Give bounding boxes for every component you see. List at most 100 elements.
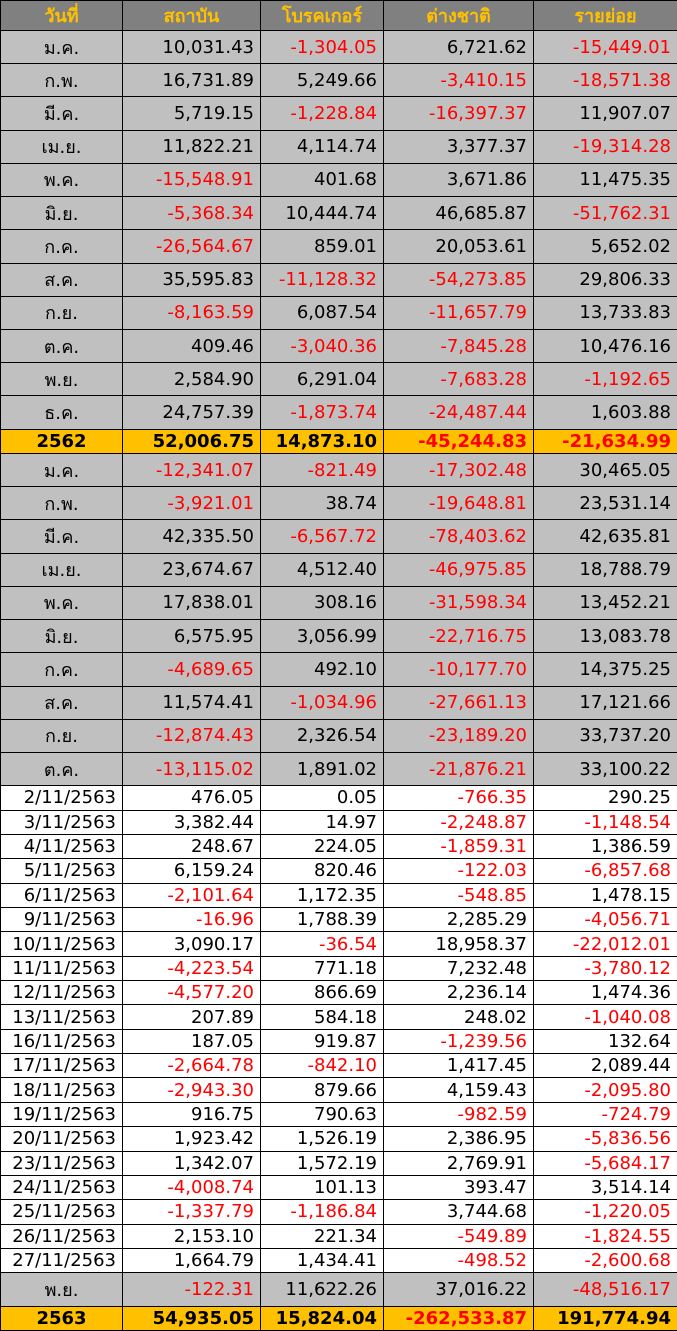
- value-cell: 409.46: [122, 328, 261, 364]
- value-cell: -548.85: [383, 882, 534, 908]
- value-cell: 101.13: [260, 1174, 384, 1201]
- value-cell: -4,577.20: [122, 980, 261, 1006]
- table-row: มิ.ย. 6,575.95 3,056.99 -22,716.75 13,083.78: [0, 619, 677, 654]
- value-cell: 584.18: [260, 1004, 384, 1030]
- header-cell: สถาบัน: [122, 0, 261, 31]
- value-cell: -1,304.05: [260, 29, 384, 65]
- table-row: 25/11/2563 -1,337.79 -1,186.84 3,744.68 -1,2…: [0, 1199, 677, 1225]
- period-cell: 10/11/2563: [0, 931, 123, 957]
- period-cell: เม.ย.: [0, 552, 123, 587]
- table-row: 6/11/2563 -2,101.64 1,172.35 -548.85 1,478.1…: [0, 882, 677, 908]
- table-row: 23/11/2563 1,342.07 1,572.19 2,769.91 -5,684…: [0, 1150, 677, 1176]
- table-row: 2/11/2563 476.05 0.05 -766.35 290.25: [0, 785, 677, 811]
- table-row: ม.ค. 10,031.43 -1,304.05 6,721.62 -15,449.01: [0, 29, 677, 65]
- table-row: 10/11/2563 3,090.17 -36.54 18,958.37 -22,012…: [0, 931, 677, 957]
- value-cell: -3,780.12: [533, 955, 677, 982]
- value-cell: 4,114.74: [260, 129, 384, 164]
- value-cell: -15,548.91: [122, 162, 261, 198]
- table-row: มี.ค. 5,719.15 -1,228.84 -16,397.37 11,907.0…: [0, 96, 677, 131]
- value-cell: 42,635.81: [533, 519, 677, 554]
- value-cell: -498.52: [383, 1247, 534, 1274]
- value-cell: -1,186.84: [260, 1199, 384, 1225]
- value-cell: -5,836.56: [533, 1126, 677, 1152]
- period-cell: 24/11/2563: [0, 1174, 123, 1201]
- value-cell: 132.64: [533, 1028, 677, 1055]
- value-cell: -27,661.13: [383, 685, 534, 720]
- value-cell: 1,478.15: [533, 882, 677, 908]
- value-cell: -4,056.71: [533, 906, 677, 933]
- value-cell: 24,757.39: [122, 395, 261, 430]
- table-row: 18/11/2563 -2,943.30 879.66 4,159.43 -2,095.…: [0, 1077, 677, 1103]
- value-cell: 1,342.07: [122, 1150, 261, 1176]
- value-cell: 54,935.05: [122, 1305, 261, 1331]
- value-cell: 15,824.04: [260, 1305, 384, 1331]
- value-cell: 1,572.19: [260, 1150, 384, 1176]
- period-cell: 27/11/2563: [0, 1247, 123, 1274]
- value-cell: -3,410.15: [383, 63, 534, 98]
- value-cell: -1,337.79: [122, 1199, 261, 1225]
- value-cell: 11,622.26: [260, 1272, 384, 1307]
- value-cell: -1,148.54: [533, 809, 677, 835]
- table-row: ต.ค. 409.46 -3,040.36 -7,845.28 10,476.16: [0, 328, 677, 364]
- table-row: 24/11/2563 -4,008.74 101.13 393.47 3,514.14: [0, 1174, 677, 1201]
- period-cell: 26/11/2563: [0, 1223, 123, 1250]
- value-cell: 18,958.37: [383, 931, 534, 957]
- value-cell: 16,731.89: [122, 63, 261, 98]
- table-row: ก.ย. -8,163.59 6,087.54 -11,657.79 13,733.83: [0, 295, 677, 330]
- table-row: พ.ย. 2,584.90 6,291.04 -7,683.28 -1,192.65: [0, 362, 677, 397]
- value-cell: -5,684.17: [533, 1150, 677, 1176]
- value-cell: 790.63: [260, 1101, 384, 1128]
- table-row: ก.พ. -3,921.01 38.74 -19,648.81 23,531.14: [0, 486, 677, 521]
- table-row: 27/11/2563 1,664.79 1,434.41 -498.52 -2,600.…: [0, 1247, 677, 1274]
- value-cell: 3,090.17: [122, 931, 261, 957]
- value-cell: -8,163.59: [122, 295, 261, 330]
- period-cell: ม.ค.: [0, 29, 123, 65]
- table-row: 17/11/2563 -2,664.78 -842.10 1,417.45 2,089.…: [0, 1053, 677, 1079]
- table-row: 16/11/2563 187.05 919.87 -1,239.56 132.64: [0, 1028, 677, 1055]
- table-row: 11/11/2563 -4,223.54 771.18 7,232.48 -3,780.…: [0, 955, 677, 982]
- period-cell: ส.ค.: [0, 685, 123, 720]
- value-cell: -3,040.36: [260, 328, 384, 364]
- period-cell: มี.ค.: [0, 519, 123, 554]
- value-cell: -2,248.87: [383, 809, 534, 835]
- value-cell: -1,239.56: [383, 1028, 534, 1055]
- value-cell: -26,564.67: [122, 229, 261, 264]
- table-row: ก.ย. -12,874.43 2,326.54 -23,189.20 33,737.2…: [0, 718, 677, 753]
- value-cell: 2,386.95: [383, 1126, 534, 1152]
- table-row: 9/11/2563 -16.96 1,788.39 2,285.29 -4,056.71: [0, 906, 677, 933]
- value-cell: 1,172.35: [260, 882, 384, 908]
- value-cell: -1,192.65: [533, 362, 677, 397]
- value-cell: -1,228.84: [260, 96, 384, 131]
- value-cell: -11,657.79: [383, 295, 534, 330]
- table-row: 13/11/2563 207.89 584.18 248.02 -1,040.08: [0, 1004, 677, 1030]
- table-row: 12/11/2563 -4,577.20 866.69 2,236.14 1,474.3…: [0, 980, 677, 1006]
- value-cell: -51,762.31: [533, 196, 677, 231]
- period-cell: 20/11/2563: [0, 1126, 123, 1152]
- period-cell: มี.ค.: [0, 96, 123, 131]
- value-cell: -7,683.28: [383, 362, 534, 397]
- value-cell: -2,600.68: [533, 1247, 677, 1274]
- value-cell: 13,083.78: [533, 619, 677, 654]
- value-cell: 866.69: [260, 980, 384, 1006]
- value-cell: -122.31: [122, 1272, 261, 1307]
- value-cell: -21,634.99: [533, 428, 677, 454]
- value-cell: 52,006.75: [122, 428, 261, 454]
- period-cell: ม.ค.: [0, 452, 123, 488]
- period-cell: 2562: [0, 428, 123, 454]
- value-cell: -982.59: [383, 1101, 534, 1128]
- period-cell: ก.ย.: [0, 295, 123, 330]
- value-cell: 6,159.24: [122, 858, 261, 884]
- value-cell: 5,652.02: [533, 229, 677, 264]
- value-cell: 10,476.16: [533, 328, 677, 364]
- value-cell: 37,016.22: [383, 1272, 534, 1307]
- value-cell: -54,273.85: [383, 262, 534, 297]
- header-row: วันที่ สถาบัน โบรคเกอร์ ต่างชาติ รายย่อย: [0, 0, 677, 31]
- value-cell: -10,177.70: [383, 652, 534, 687]
- value-cell: -46,975.85: [383, 552, 534, 587]
- value-cell: 1,923.42: [122, 1126, 261, 1152]
- table-row: 4/11/2563 248.67 224.05 -1,859.31 1,386.59: [0, 833, 677, 860]
- value-cell: 1,603.88: [533, 395, 677, 430]
- value-cell: 1,891.02: [260, 751, 384, 787]
- period-cell: ธ.ค.: [0, 395, 123, 430]
- period-cell: 2563: [0, 1305, 123, 1331]
